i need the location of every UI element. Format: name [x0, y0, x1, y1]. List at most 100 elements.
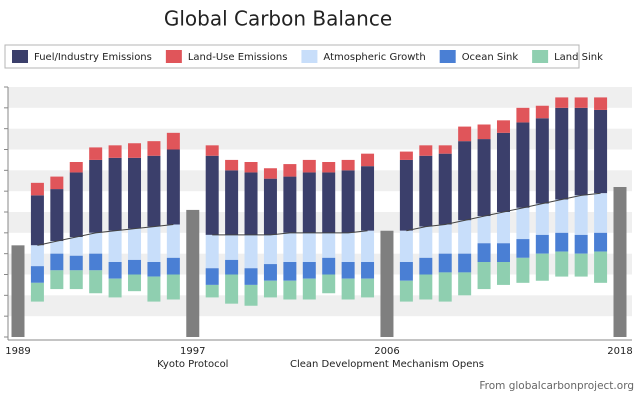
- bar-segment: [399, 230, 413, 262]
- bar-segment: [283, 164, 297, 177]
- bar-segment: [322, 274, 336, 294]
- bar-segment: [128, 259, 142, 275]
- bar-segment: [555, 232, 569, 252]
- bar-segment: [496, 262, 510, 285]
- bar-segment: [108, 145, 122, 158]
- bar-segment: [108, 157, 122, 231]
- bar-segment: [574, 107, 588, 196]
- bar-segment: [438, 224, 452, 254]
- bar-segment: [30, 266, 44, 283]
- grid-band: [8, 170, 632, 192]
- milestone-bar: [11, 245, 25, 337]
- bar-segment: [399, 262, 413, 281]
- bar-segment: [555, 251, 569, 277]
- milestone-bar: [186, 209, 200, 337]
- bar-segment: [496, 120, 510, 133]
- bar-segment: [361, 278, 375, 298]
- bar-segment: [438, 272, 452, 302]
- legend: Fuel/Industry Emissions Land-Use Emission…: [12, 50, 603, 63]
- bar-segment: [399, 159, 413, 231]
- bar-segment: [69, 270, 83, 290]
- x-tick-label: 1989: [5, 346, 30, 357]
- bar-segment: [322, 257, 336, 275]
- bar-segment: [419, 274, 433, 300]
- annotation: Clean Development Mechanism Opens: [290, 359, 484, 370]
- bar-segment: [361, 166, 375, 231]
- bar-segment: [108, 262, 122, 279]
- bar-segment: [302, 159, 316, 173]
- bar-segment: [594, 97, 608, 110]
- bar-segment: [244, 234, 258, 269]
- bar-segment: [244, 284, 258, 306]
- grid-band: [8, 87, 632, 108]
- grid-band: [8, 128, 632, 150]
- bar-segment: [419, 257, 433, 275]
- bar-segment: [30, 182, 44, 196]
- bar-segment: [50, 270, 64, 290]
- bar-segment: [496, 243, 510, 262]
- bar-segment: [283, 262, 297, 281]
- bar-segment: [477, 124, 491, 140]
- bar-segment: [205, 284, 219, 298]
- bar-segment: [225, 159, 239, 171]
- bar-segment: [302, 278, 316, 300]
- bar-segment: [205, 155, 219, 235]
- bar-segment: [244, 162, 258, 173]
- bar-segment: [50, 241, 64, 254]
- bar-segment: [89, 232, 103, 254]
- bar-segment: [516, 207, 530, 240]
- bar-segment: [419, 226, 433, 258]
- bar-segment: [50, 189, 64, 242]
- bar-segment: [458, 141, 472, 221]
- bar-segment: [89, 159, 103, 233]
- bar-segment: [438, 253, 452, 273]
- bar-segment: [322, 172, 336, 233]
- bar-segment: [89, 147, 103, 160]
- bar-segment: [361, 153, 375, 167]
- bar-segment: [89, 253, 103, 271]
- bar-segment: [147, 276, 161, 302]
- bar-segment: [477, 262, 491, 290]
- bar-segment: [263, 280, 277, 298]
- bar-segment: [69, 255, 83, 271]
- bar-segment: [496, 132, 510, 212]
- bar-segment: [341, 232, 355, 262]
- bar-segment: [516, 107, 530, 123]
- bar-segment: [69, 237, 83, 256]
- plot-area: 1989 1997 2006 2018 Kyoto Protocol Clean Deve…: [5, 97, 633, 370]
- bar-segment: [516, 122, 530, 208]
- grid-band: [8, 295, 632, 317]
- bar-segment: [283, 280, 297, 300]
- bar-segment: [438, 153, 452, 225]
- bar-segment: [458, 272, 472, 296]
- bar-segment: [244, 268, 258, 285]
- grid-bands: [4, 86, 632, 341]
- bar-segment: [419, 155, 433, 227]
- bar-segment: [205, 145, 219, 156]
- bar-segment: [516, 257, 530, 283]
- x-tick-label: 2018: [607, 346, 632, 357]
- legend-swatch: [12, 50, 28, 63]
- bar-segment: [283, 232, 297, 262]
- bar-segment: [205, 268, 219, 285]
- bar-segment: [341, 159, 355, 171]
- legend-label: Land Sink: [554, 52, 603, 63]
- bar-segment: [361, 230, 375, 262]
- bar-segment: [30, 282, 44, 302]
- bar-segment: [166, 274, 180, 300]
- bar-segment: [147, 155, 161, 227]
- bar-segment: [225, 234, 239, 260]
- bar-segment: [574, 97, 588, 108]
- bar-segment: [555, 199, 569, 233]
- bar-segment: [225, 259, 239, 275]
- bar-segment: [555, 97, 569, 108]
- bar-segment: [399, 280, 413, 302]
- bar-segment: [283, 176, 297, 233]
- x-tick-label: 2006: [374, 346, 399, 357]
- bar-segment: [574, 253, 588, 277]
- bar-segment: [594, 109, 608, 194]
- bar-segment: [341, 278, 355, 300]
- bar-segment: [419, 145, 433, 156]
